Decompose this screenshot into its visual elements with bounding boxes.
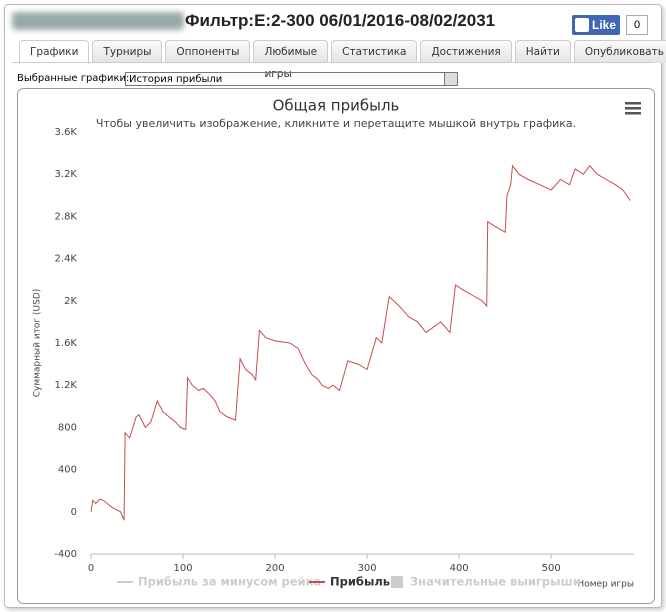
x-tick-label: 500 bbox=[542, 563, 561, 574]
like-button[interactable]: Like bbox=[572, 15, 620, 35]
menu-button[interactable] bbox=[625, 102, 641, 115]
selector[interactable]: История прибыли bbox=[125, 72, 458, 86]
y-tick-label: 3.6K bbox=[55, 127, 78, 138]
y-tick-label: 400 bbox=[58, 465, 77, 476]
tab[interactable]: Достижения bbox=[420, 40, 512, 63]
tab[interactable]: Турниры bbox=[92, 40, 163, 63]
chart-subtitle: Чтобы увеличить изображение, кликните и … bbox=[96, 117, 576, 130]
y-tick-label: 2.4K bbox=[55, 254, 78, 265]
chart: Общая прибыль Чтобы увеличить изображени… bbox=[17, 88, 655, 604]
y-tick-label: 2.8K bbox=[55, 211, 78, 222]
legend-entry: Прибыль bbox=[330, 575, 390, 589]
header-title: Фильтр:E:2-300 06/01/2016-08/02/2031 bbox=[185, 11, 496, 30]
tab[interactable]: Графики bbox=[19, 40, 90, 64]
chart-box bbox=[17, 88, 655, 604]
blurred-username bbox=[12, 12, 184, 30]
y-axis-label: Суммарный итог (USD) bbox=[33, 289, 43, 398]
like-count: 0 bbox=[626, 15, 648, 35]
legend-entry: Прибыль за минусом рейка bbox=[138, 575, 321, 589]
y-tick-label: 3.2K bbox=[55, 169, 78, 180]
x-tick-label: 400 bbox=[450, 563, 469, 574]
tab[interactable]: Найти bbox=[514, 40, 571, 63]
tab[interactable]: Статистика bbox=[331, 40, 418, 63]
y-tick-label: 0 bbox=[71, 507, 77, 518]
y-tick-label: 2K bbox=[64, 296, 77, 307]
tabs: Графики Турниры Оппоненты Любимые игры Стати… bbox=[19, 40, 666, 80]
tab[interactable]: Опубликовать bbox=[573, 40, 666, 63]
y-tick-label: 800 bbox=[58, 422, 77, 433]
x-tick-label: 0 bbox=[88, 563, 94, 574]
chart-title: Общая прибыль bbox=[273, 97, 400, 115]
x-tick-label: 300 bbox=[358, 563, 377, 574]
y-tick-label: 1.6K bbox=[55, 338, 78, 349]
legend-entry: Значительные выигрыши bbox=[410, 575, 581, 589]
legend-symbol bbox=[391, 576, 403, 588]
x-tick-label: 100 bbox=[173, 563, 192, 574]
x-tick-label: 200 bbox=[266, 563, 285, 574]
line-series bbox=[90, 164, 631, 521]
selector-label: Выбранные графики: bbox=[17, 73, 130, 84]
x-axis-label: Номер игры bbox=[577, 580, 634, 590]
tab[interactable]: Оппоненты bbox=[165, 40, 251, 63]
y-tick-label: 1.2K bbox=[55, 380, 78, 391]
frame bbox=[4, 4, 662, 608]
y-tick-label: -400 bbox=[54, 549, 77, 560]
tab-divider bbox=[12, 62, 654, 63]
tab[interactable]: Любимые игры bbox=[253, 40, 329, 80]
